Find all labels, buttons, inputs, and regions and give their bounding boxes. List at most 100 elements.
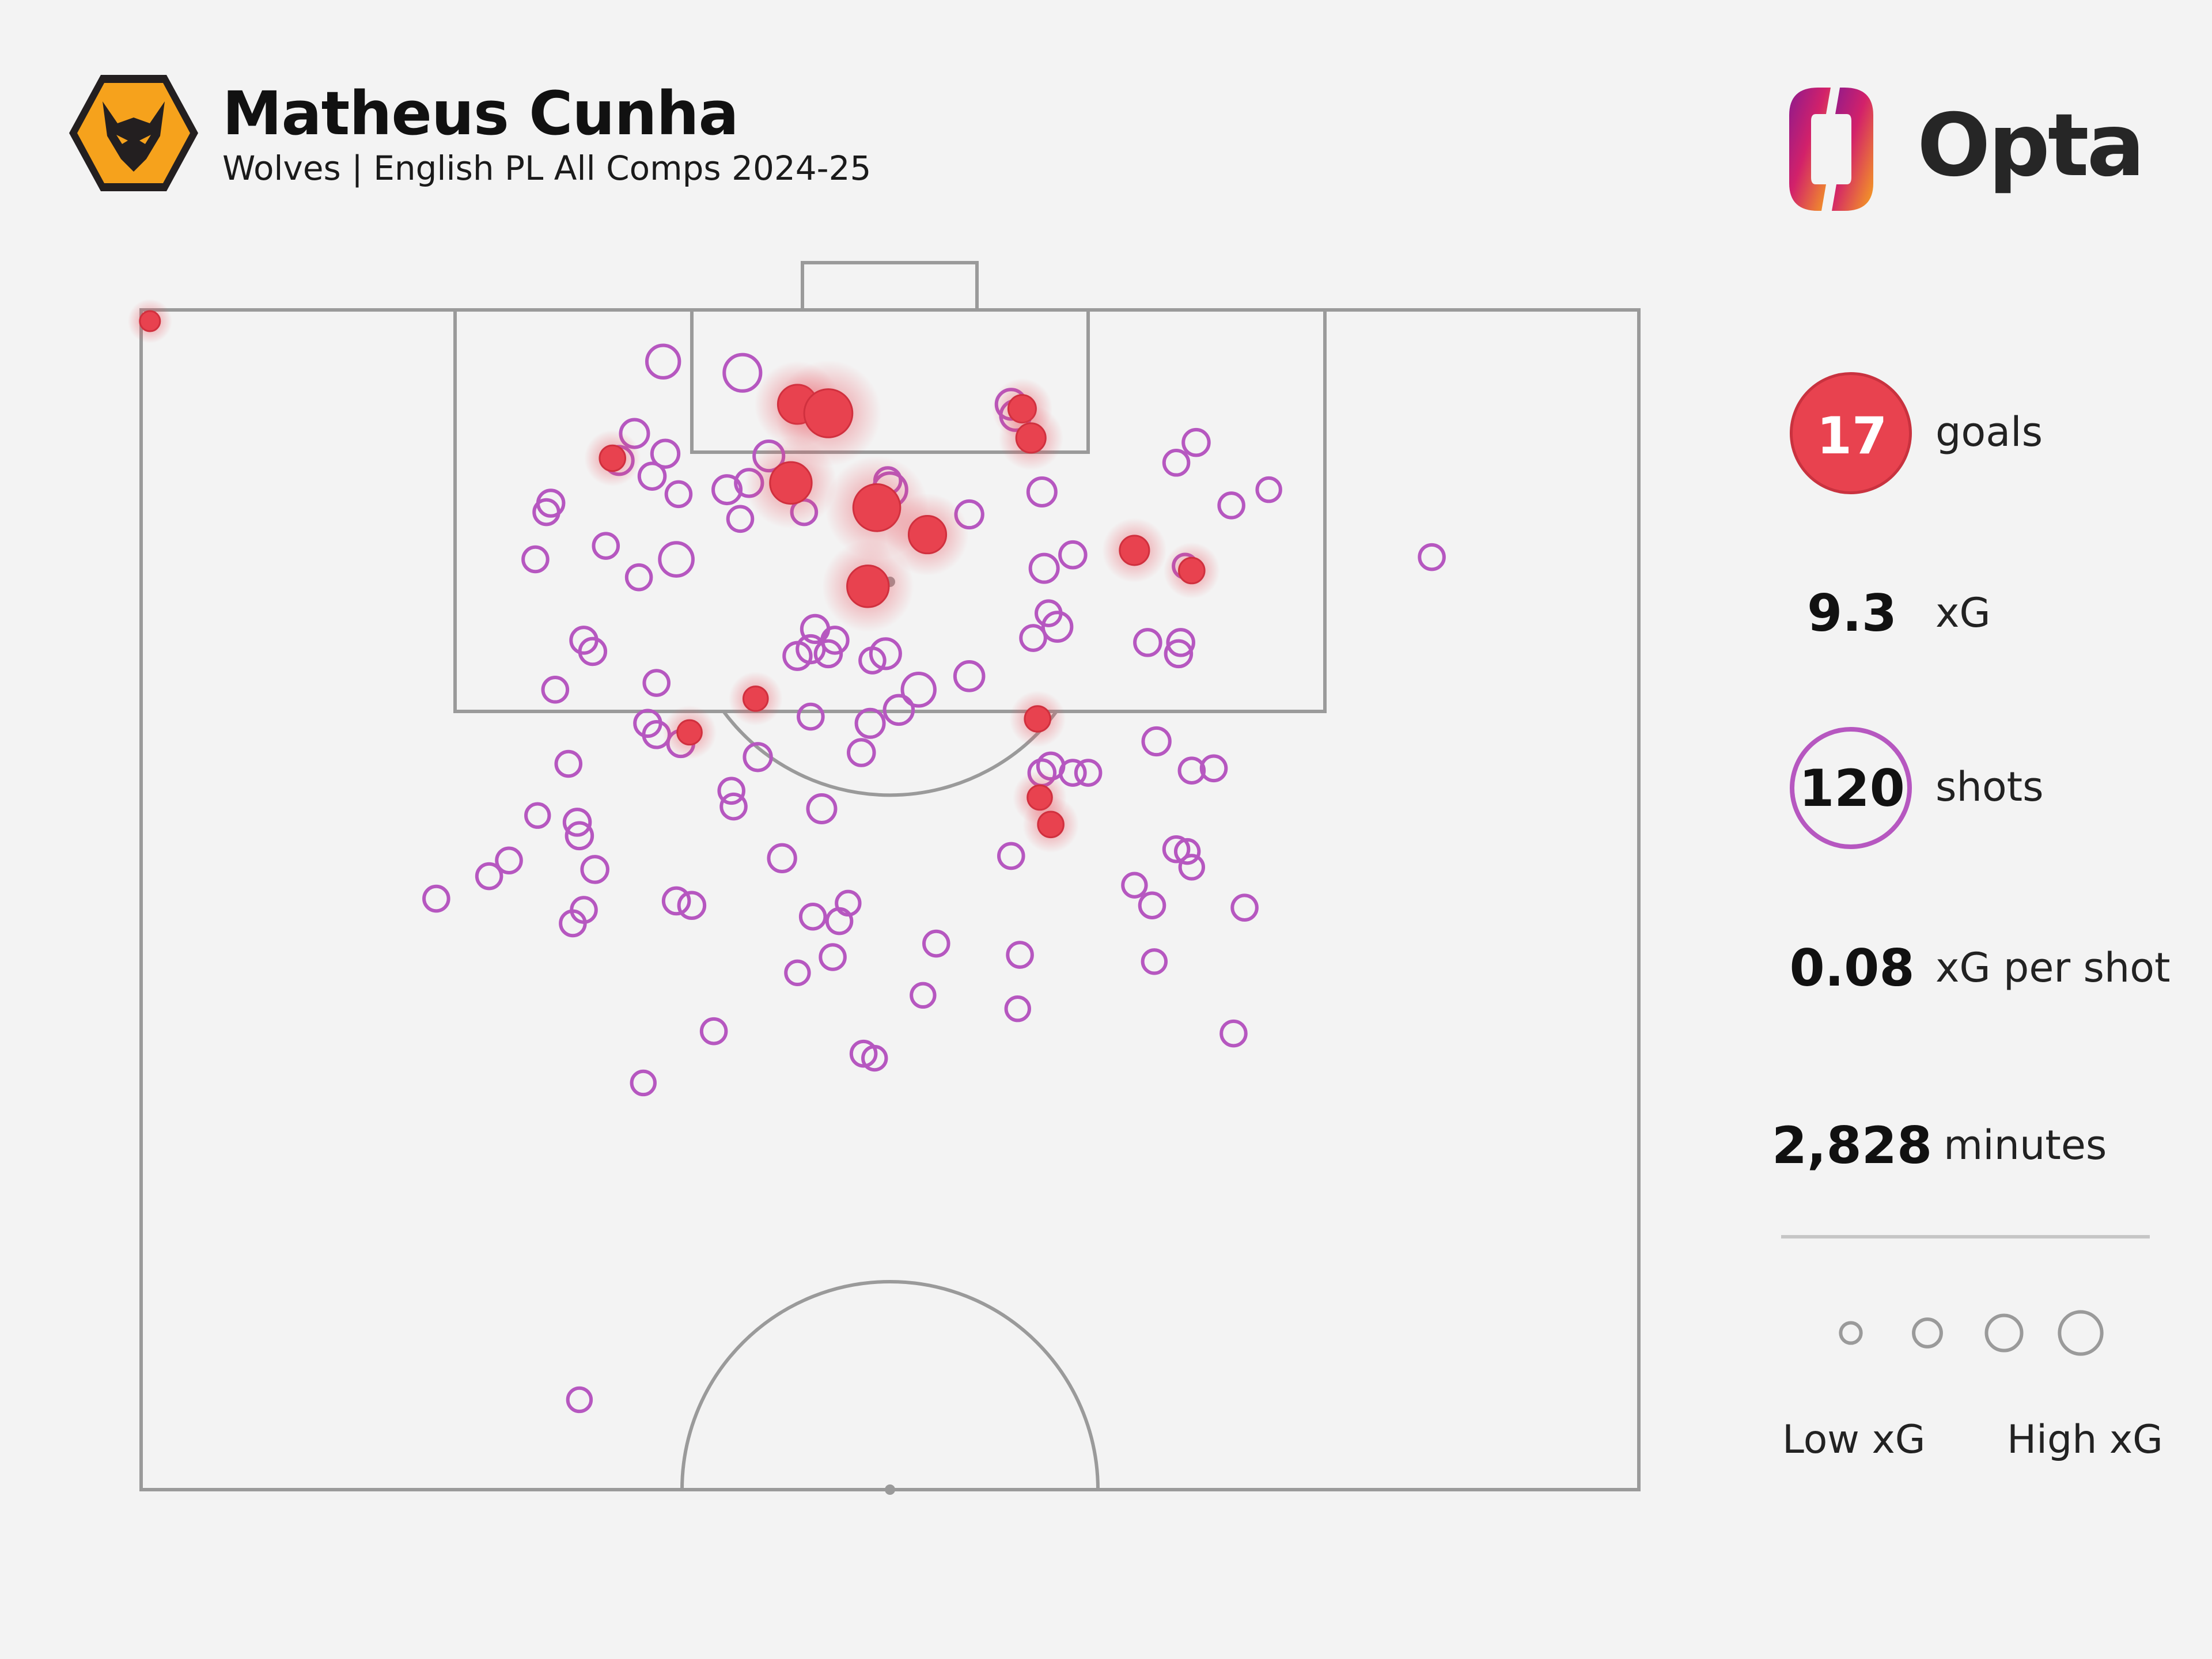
player-name: Matheus Cunha xyxy=(222,78,739,149)
shot-marker xyxy=(849,1039,878,1068)
shot-marker xyxy=(813,639,843,669)
xg-value: 9.3 xyxy=(1807,583,1897,643)
goal-marker xyxy=(1178,556,1206,585)
shot-marker xyxy=(650,438,681,469)
shot-marker xyxy=(495,846,523,875)
shot-marker xyxy=(1074,759,1103,787)
shot-marker xyxy=(630,1069,657,1097)
minutes-label: minutes xyxy=(1944,1122,2107,1169)
shot-marker xyxy=(1019,624,1047,652)
shot-marker xyxy=(559,909,587,938)
shot-marker xyxy=(717,777,745,805)
goal-marker xyxy=(139,310,161,332)
goal-marker xyxy=(676,719,703,746)
shots-circle xyxy=(1790,727,1912,849)
shot-marker xyxy=(532,498,560,527)
goal-marker xyxy=(1015,422,1047,454)
shot-marker xyxy=(722,353,763,393)
shot-marker xyxy=(922,929,950,958)
shot-marker xyxy=(820,626,850,655)
shot-marker xyxy=(997,842,1025,870)
xg-label: xG xyxy=(1936,589,1991,637)
goal-marker xyxy=(846,565,890,608)
shot-marker xyxy=(565,821,594,851)
shot-marker xyxy=(858,646,887,675)
shot-marker xyxy=(541,675,570,704)
xg-per-shot-value: 0.08 xyxy=(1789,938,1915,998)
shot-marker xyxy=(554,749,583,778)
centre-circle xyxy=(680,1280,1100,1490)
shot-marker xyxy=(661,886,691,916)
stat-xg: 9.3 xG xyxy=(1780,550,2183,676)
shot-marker xyxy=(624,563,653,592)
shot-marker xyxy=(819,943,847,971)
shot-marker xyxy=(1217,491,1245,520)
shot-marker xyxy=(847,738,876,767)
shot-marker xyxy=(719,792,748,821)
shot-marker xyxy=(1006,941,1034,969)
legend-high-xg: High xG xyxy=(2007,1417,2163,1463)
goals-label: goals xyxy=(1936,408,2043,456)
shot-marker xyxy=(1173,838,1201,865)
legend-size-circle xyxy=(1839,1321,1863,1345)
shot-marker xyxy=(562,808,592,837)
goal-frame xyxy=(801,261,979,312)
shot-marker xyxy=(1177,756,1206,785)
shot-marker xyxy=(475,862,503,891)
shot-marker xyxy=(1178,854,1206,881)
brand-name: Opta xyxy=(1917,96,2145,196)
shot-marker xyxy=(1164,639,1194,669)
goal-marker xyxy=(803,388,854,438)
xg-size-legend xyxy=(1839,1310,2104,1356)
shot-marker xyxy=(1058,540,1088,570)
goal-marker xyxy=(907,515,948,555)
shot-marker xyxy=(1166,628,1195,657)
goal-marker xyxy=(742,685,769,712)
shots-value: 120 xyxy=(1799,758,1905,818)
shot-marker xyxy=(1219,1019,1248,1048)
shot-marker xyxy=(900,672,937,708)
wolves-badge-icon xyxy=(69,75,198,191)
shot-marker xyxy=(1121,872,1148,899)
shot-marker xyxy=(767,843,797,874)
shot-marker xyxy=(637,461,667,491)
shot-marker xyxy=(1133,628,1162,657)
shot-marker xyxy=(1181,427,1211,457)
shot-marker xyxy=(1141,948,1168,975)
shot-marker xyxy=(1059,759,1087,787)
shot-marker xyxy=(658,541,695,578)
brand-logo: Opta xyxy=(1778,81,2145,219)
stat-goals: 17 goals xyxy=(1780,372,2183,499)
goal-marker xyxy=(1119,535,1150,566)
shot-marker xyxy=(1162,448,1191,477)
shot-marker xyxy=(566,1386,593,1414)
shot-marker xyxy=(825,907,854,935)
goal-marker xyxy=(769,461,813,505)
shot-marker xyxy=(798,902,827,931)
shot-marker xyxy=(711,474,743,506)
shot-marker xyxy=(699,1017,728,1046)
shot-marker xyxy=(592,532,620,560)
shot-marker xyxy=(677,891,707,921)
shot-marker xyxy=(784,959,811,986)
stat-shots: 120 shots xyxy=(1780,727,2183,854)
shot-marker xyxy=(645,343,681,380)
shot-marker xyxy=(1141,726,1172,757)
shot-map xyxy=(127,261,1641,1495)
shot-marker xyxy=(869,637,902,671)
goal-marker xyxy=(599,444,627,472)
shot-marker xyxy=(422,884,450,913)
shot-marker xyxy=(524,802,551,829)
penalty-arc xyxy=(722,710,1058,797)
goal-marker xyxy=(1037,810,1065,839)
centre-spot xyxy=(885,1484,895,1495)
shot-marker xyxy=(1199,754,1228,783)
shot-marker xyxy=(580,855,609,884)
title-block: Matheus Cunha Wolves | English PL All Co… xyxy=(222,79,871,188)
shot-marker xyxy=(1255,476,1282,503)
goals-layer xyxy=(127,298,1220,853)
shot-marker xyxy=(578,637,608,666)
shot-marker xyxy=(1138,891,1166,920)
shot-marker xyxy=(1026,476,1058,507)
legend-size-circle xyxy=(1912,1317,1943,1349)
